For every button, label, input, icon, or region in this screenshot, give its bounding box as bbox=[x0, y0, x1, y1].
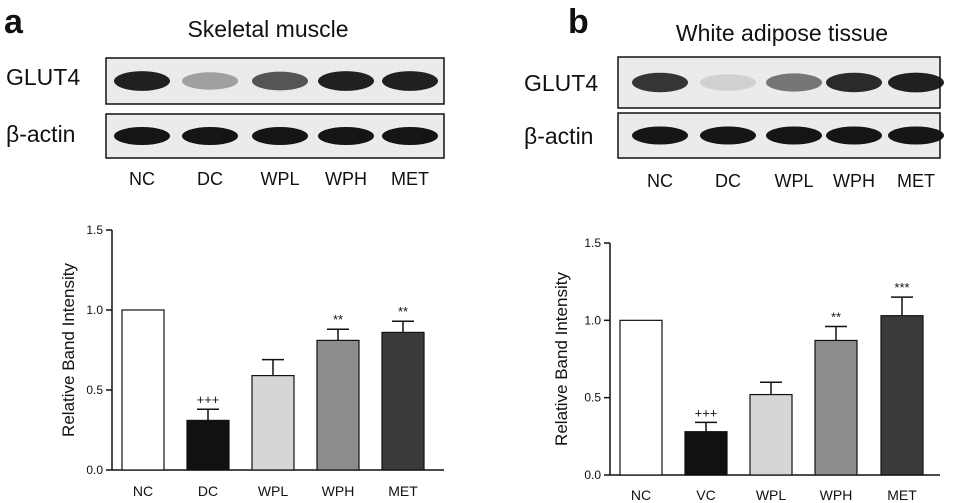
bar-chart: 0.0 0.5 1.0 1.5 Relative Band Intensity NC +++… bbox=[552, 236, 940, 503]
bar-met bbox=[381, 331, 425, 471]
blot-lane-label: WPL bbox=[774, 171, 813, 191]
y-tick-label: 1.5 bbox=[584, 236, 601, 250]
blot-row-label-glut4: GLUT4 bbox=[6, 64, 80, 90]
blot-band-actin bbox=[382, 127, 438, 145]
bar-dc bbox=[186, 419, 230, 471]
bar-chart: 0.0 0.5 1.0 1.5 Relative Band Intensity NC +++… bbox=[59, 223, 444, 499]
bar-wph bbox=[814, 339, 858, 476]
x-category-label: WPL bbox=[258, 483, 289, 499]
y-tick-label: 1.0 bbox=[584, 313, 601, 327]
blot-lane-label: NC bbox=[647, 171, 673, 191]
bar-wpl bbox=[749, 393, 793, 476]
y-tick-label: 1.0 bbox=[86, 303, 103, 317]
blot-band-glut4 bbox=[252, 71, 308, 91]
blot-band-actin bbox=[888, 126, 944, 145]
x-category-label: NC bbox=[133, 483, 153, 499]
bar-wph bbox=[316, 339, 360, 471]
blot-lane-label: WPL bbox=[260, 169, 299, 189]
panel-b-figure: b White adipose tissue GLUT4 β-actin NC D… bbox=[524, 3, 944, 503]
panel-b: b White adipose tissue GLUT4 β-actin NC D… bbox=[484, 0, 969, 503]
significance-marker: +++ bbox=[197, 392, 220, 407]
panel-a-figure: a Skeletal muscle GLUT4 β-actin NC DC WPL W… bbox=[4, 3, 445, 499]
blot-band-actin bbox=[252, 127, 308, 145]
blot-band-glut4 bbox=[826, 72, 882, 93]
y-tick-label: 0.5 bbox=[584, 391, 601, 405]
panel-a: a Skeletal muscle GLUT4 β-actin NC DC WPL W… bbox=[0, 0, 484, 503]
x-category-label: MET bbox=[887, 487, 917, 503]
blot-lane-labels: NC DC WPL WPH MET bbox=[647, 171, 935, 191]
x-category-label: NC bbox=[631, 487, 651, 503]
bar-wpl bbox=[251, 375, 295, 471]
blot-lane-label: DC bbox=[715, 171, 741, 191]
bar-nc bbox=[619, 319, 663, 476]
y-axis-label: Relative Band Intensity bbox=[59, 263, 78, 437]
x-category-label: DC bbox=[198, 483, 218, 499]
tissue-title: White adipose tissue bbox=[676, 20, 888, 46]
blot-band-actin bbox=[318, 127, 374, 145]
western-blot bbox=[105, 57, 445, 159]
y-tick-label: 0.0 bbox=[86, 463, 103, 477]
blot-band-glut4 bbox=[318, 71, 374, 91]
blot-band-glut4 bbox=[700, 74, 756, 91]
blot-lane-label: NC bbox=[129, 169, 155, 189]
significance-marker: +++ bbox=[695, 405, 718, 420]
tissue-title: Skeletal muscle bbox=[187, 16, 348, 42]
blot-band-actin bbox=[632, 126, 688, 145]
y-axis-label: Relative Band Intensity bbox=[552, 272, 571, 446]
blot-lane-label: DC bbox=[197, 169, 223, 189]
blot-lane-labels: NC DC WPL WPH MET bbox=[129, 169, 429, 189]
blot-band-actin bbox=[182, 127, 238, 145]
x-category-label: VC bbox=[696, 487, 715, 503]
x-category-label: WPH bbox=[820, 487, 853, 503]
blot-band-actin bbox=[700, 126, 756, 145]
blot-lane-label: MET bbox=[391, 169, 429, 189]
blot-lane-label: WPH bbox=[833, 171, 875, 191]
panel-letter: a bbox=[4, 3, 24, 41]
y-tick-label: 0.0 bbox=[584, 468, 601, 482]
blot-band-actin bbox=[826, 126, 882, 145]
blot-band-actin bbox=[114, 127, 170, 145]
bar-vc bbox=[684, 431, 728, 476]
blot-band-glut4 bbox=[114, 71, 170, 91]
significance-marker: ** bbox=[831, 310, 841, 325]
y-tick-label: 0.5 bbox=[86, 383, 103, 397]
x-category-label: MET bbox=[388, 483, 418, 499]
panel-letter: b bbox=[568, 3, 589, 41]
blot-band-glut4 bbox=[888, 72, 944, 93]
blot-row-label-actin: β-actin bbox=[6, 121, 75, 147]
blot-band-glut4 bbox=[182, 72, 238, 90]
blot-row-label-actin: β-actin bbox=[524, 123, 593, 149]
blot-band-glut4 bbox=[632, 72, 688, 93]
x-category-label: WPL bbox=[756, 487, 787, 503]
x-category-label: WPH bbox=[322, 483, 355, 499]
significance-marker: ** bbox=[333, 312, 343, 327]
blot-lane-label: WPH bbox=[325, 169, 367, 189]
blot-lane-label: MET bbox=[897, 171, 935, 191]
blot-band-actin bbox=[766, 126, 822, 145]
western-blot bbox=[617, 56, 944, 159]
significance-marker: *** bbox=[894, 280, 909, 295]
blot-band-glut4 bbox=[382, 71, 438, 91]
bar-met bbox=[880, 315, 924, 476]
significance-marker: ** bbox=[398, 304, 408, 319]
bar-nc bbox=[121, 309, 165, 471]
blot-row-label-glut4: GLUT4 bbox=[524, 70, 598, 96]
y-tick-label: 1.5 bbox=[86, 223, 103, 237]
blot-band-glut4 bbox=[766, 73, 822, 92]
